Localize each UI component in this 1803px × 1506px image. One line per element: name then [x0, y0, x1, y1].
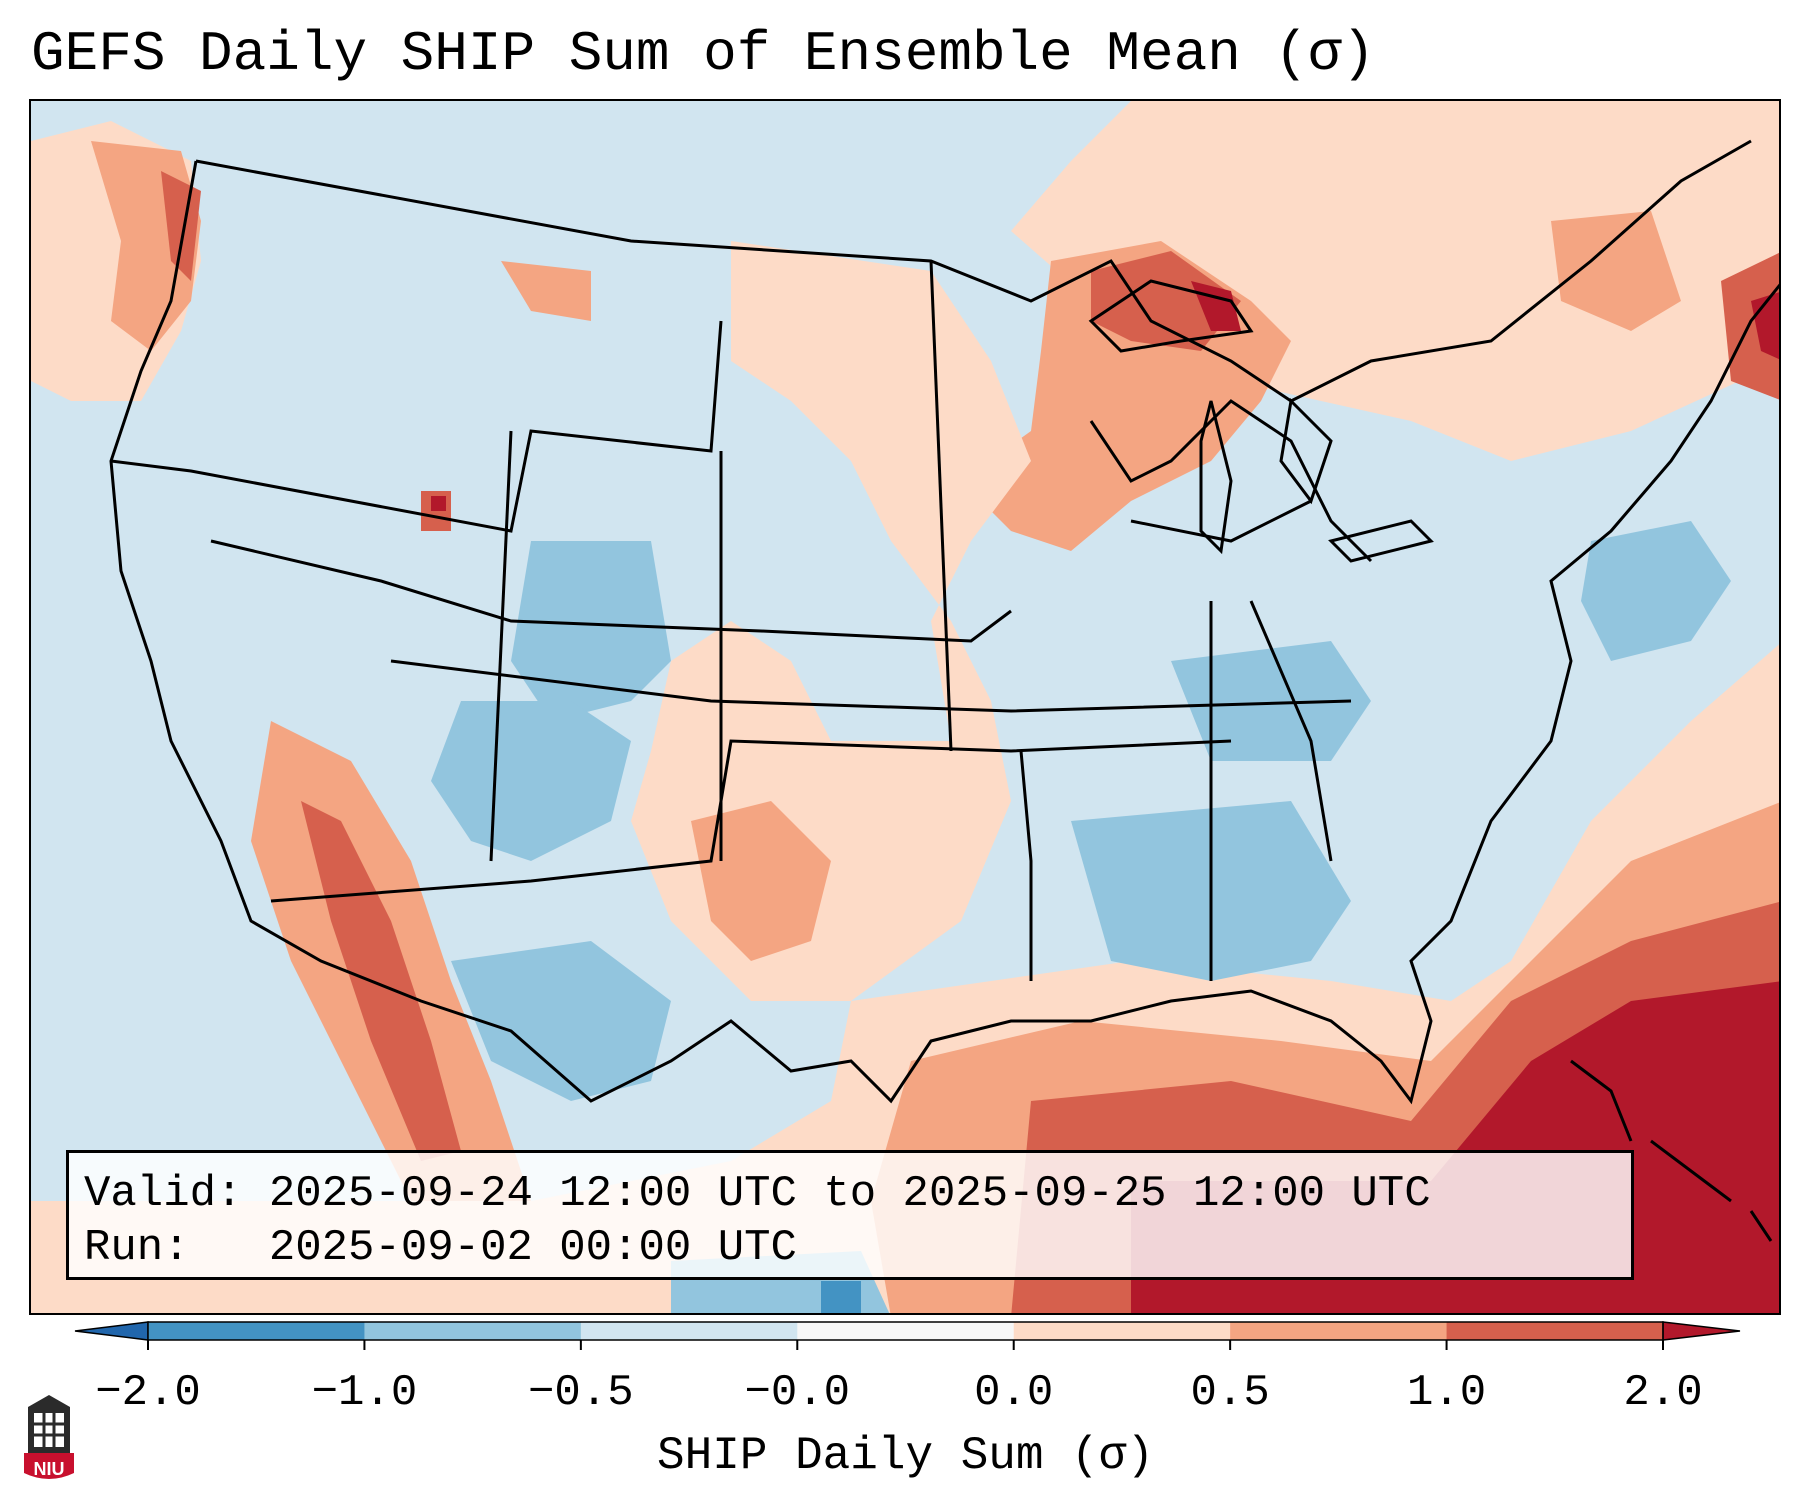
map-panel [29, 99, 1781, 1315]
logo-text: NIU [33, 1459, 65, 1479]
colorbar-tick-label: 1.0 [1406, 1368, 1487, 1418]
anomaly-great-lakes [961, 101, 1779, 551]
valid-time: Valid: 2025-09-24 12:00 UTC to 2025-09-2… [84, 1169, 1431, 1219]
colorbar-tick-label: −2.0 [95, 1368, 201, 1418]
anomaly-plains [421, 241, 1031, 1001]
run-time: Run: 2025-09-02 00:00 UTC [84, 1223, 797, 1273]
colorbar-extend-high [1662, 1321, 1741, 1341]
colorbar-bin [580, 1322, 798, 1340]
colorbar-bin [1013, 1322, 1231, 1340]
colorbar-bin [1446, 1322, 1664, 1340]
colorbar-tick-label: −0.0 [744, 1368, 851, 1418]
colorbar-bin [1230, 1322, 1448, 1340]
great-lakes [1088, 279, 1434, 563]
university-icon [24, 1395, 74, 1479]
map-title: GEFS Daily SHIP Sum of Ensemble Mean (σ) [31, 22, 1376, 86]
colorbar-tick-label: 0.0 [974, 1368, 1054, 1418]
validity-info-box: Valid: 2025-09-24 12:00 UTC to 2025-09-2… [66, 1150, 1634, 1280]
colorbar-tick-label: 2.0 [1623, 1368, 1703, 1418]
coastlines-borders [109, 139, 1779, 1105]
anomaly-mexico [251, 721, 531, 1201]
colorbar-outline [147, 1321, 1664, 1341]
colorbar [74, 1321, 1741, 1350]
colorbar-tick-label: 0.5 [1190, 1368, 1270, 1418]
colorbar-bin [364, 1322, 582, 1340]
colorbar-tick-label: −0.5 [528, 1368, 634, 1418]
colorbar-bin [148, 1322, 365, 1340]
colorbar-extend-low [74, 1321, 149, 1341]
caribbean-islands [1570, 1059, 1773, 1242]
map-canvas [31, 101, 1779, 1313]
niu-logo: NIU [20, 1393, 78, 1483]
colorbar-tick-label: −1.0 [311, 1368, 418, 1418]
colorbar-bin [797, 1322, 1015, 1340]
colorbar-label: SHIP Daily Sum (σ) [657, 1430, 1154, 1482]
